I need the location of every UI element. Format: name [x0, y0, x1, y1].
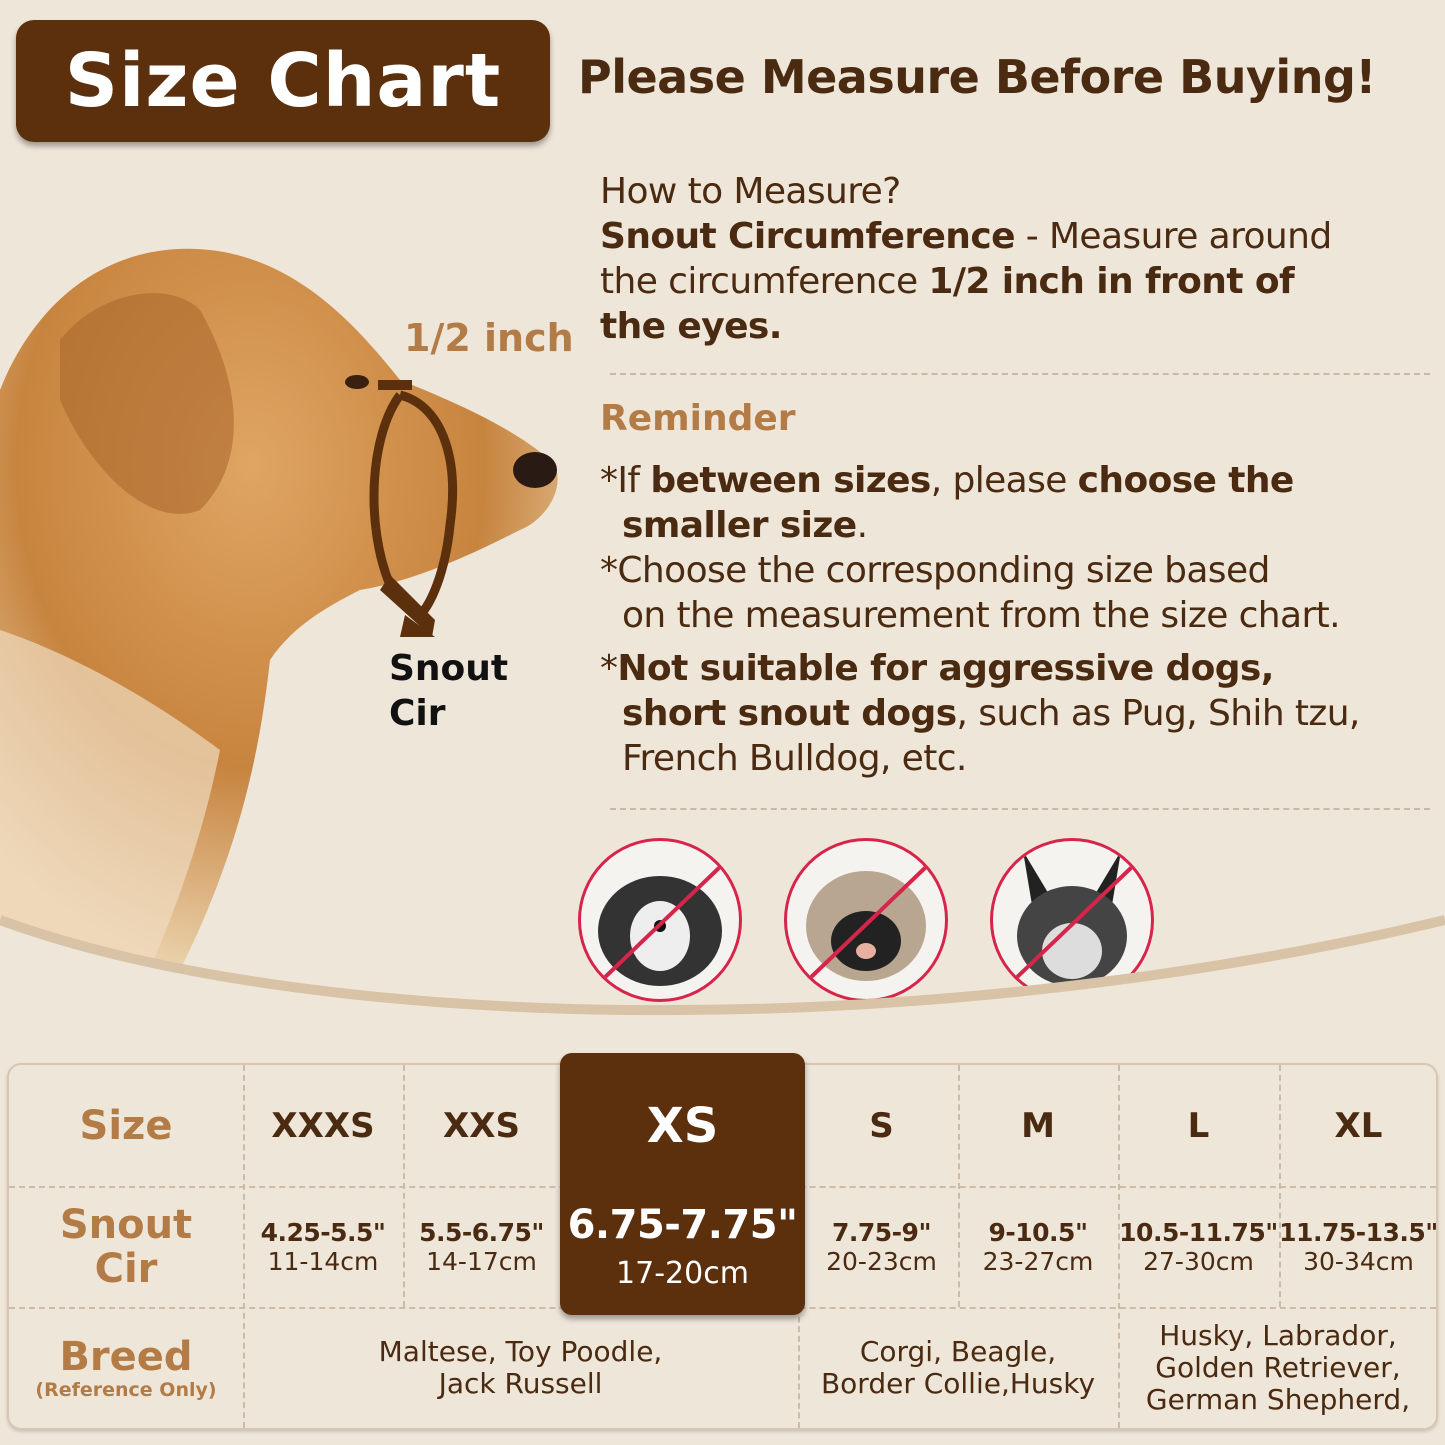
snout-cm: 11-14cm — [267, 1246, 379, 1276]
divider — [610, 808, 1430, 810]
measure-text: - Measure around — [1014, 216, 1332, 257]
breed-line: Golden Retriever, — [1155, 1350, 1401, 1384]
snout-cell-xxxs: 4.25-5.5" 11-14cm — [243, 1186, 403, 1307]
measure-emphasis: 1/2 inch in front of — [928, 261, 1295, 302]
emphasis: short snout dogs — [622, 693, 957, 734]
breed-line: Border Collie,Husky — [820, 1366, 1096, 1400]
snout-cm: 17-20cm — [616, 1256, 749, 1291]
snout-circumference-term: Snout Circumference — [600, 216, 1015, 257]
divider — [610, 373, 1430, 375]
shih-tzu-prohibited-icon — [578, 838, 742, 1002]
col-divider — [243, 1065, 245, 1428]
snout-cell-xxs: 5.5-6.75" 14-17cm — [403, 1186, 560, 1307]
text: , please — [930, 460, 1078, 501]
how-to-measure: How to Measure? Snout Circumference - Me… — [600, 169, 1332, 349]
snout-inches: 9-10.5" — [988, 1217, 1088, 1247]
snout-inches: 11.75-13.5" — [1279, 1217, 1438, 1247]
row-header-breed: Breed (Reference Only) — [9, 1307, 243, 1428]
snout-cell-xl: 11.75-13.5" 30-34cm — [1279, 1186, 1438, 1307]
measure-emphasis: the eyes. — [600, 306, 782, 347]
text: . — [856, 505, 868, 546]
snout-circumference-arrow — [369, 380, 458, 637]
text: *If — [600, 460, 651, 501]
french-bulldog-prohibited-icon — [990, 838, 1154, 1002]
size-header-xl: XL — [1334, 1105, 1383, 1146]
snout-cell-l: 10.5-11.75" 27-30cm — [1118, 1186, 1279, 1307]
decorative-wave — [0, 915, 1445, 1050]
breed-line: Maltese, Toy Poodle, — [378, 1334, 663, 1368]
col-divider — [403, 1065, 405, 1307]
breed-cell: Corgi, Beagle, Border Collie,Husky — [798, 1307, 1118, 1428]
col-divider — [1118, 1065, 1120, 1428]
breed-note: (Reference Only) — [35, 1378, 217, 1401]
breed-cell: Husky, Labrador, Golden Retriever, Germa… — [1118, 1307, 1438, 1428]
snout-label-line2: Cir — [389, 693, 446, 734]
snout-inches: 10.5-11.75" — [1119, 1217, 1278, 1247]
size-header-l: L — [1187, 1105, 1210, 1146]
measure-text: the circumference — [600, 261, 929, 302]
reminder-item-cont: on the measurement from the size chart. — [622, 595, 1341, 636]
size-header-xxxs: XXXS — [271, 1105, 375, 1146]
emphasis: choose the — [1077, 460, 1295, 501]
breed-cell: Maltese, Toy Poodle, Jack Russell — [243, 1307, 798, 1428]
emphasis: between sizes — [650, 460, 931, 501]
text: * — [600, 648, 618, 689]
size-header-m: M — [1021, 1105, 1055, 1146]
row-header-snout: Snout Cir — [9, 1186, 243, 1307]
col-divider — [958, 1065, 960, 1307]
text: , such as Pug, Shih tzu, — [956, 693, 1361, 734]
snout-inches: 7.75-9" — [832, 1217, 931, 1247]
col-divider — [798, 1307, 800, 1428]
breed-line: Corgi, Beagle, — [859, 1334, 1057, 1368]
snout-label-line1: Snout — [389, 648, 509, 689]
snout-header-line2: Cir — [94, 1245, 158, 1292]
snout-header-line1: Snout — [59, 1201, 193, 1248]
size-header-xxs: XXS — [443, 1105, 520, 1146]
half-inch-label: 1/2 inch — [404, 316, 574, 360]
snout-cell-xs: 6.75-7.75" 17-20cm — [560, 1186, 805, 1307]
breed-line: German Shepherd, — [1145, 1382, 1411, 1416]
snout-cir-label: Snout Cir — [389, 646, 508, 736]
row-header-size: Size — [79, 1102, 173, 1149]
golden-retriever-illustration — [0, 248, 558, 970]
snout-cell-m: 9-10.5" 23-27cm — [958, 1186, 1118, 1307]
headline: Please Measure Before Buying! — [578, 50, 1376, 104]
snout-inches: 5.5-6.75" — [419, 1217, 544, 1247]
reminder-item: *Choose the corresponding size based — [600, 550, 1270, 591]
snout-cm: 20-23cm — [826, 1246, 937, 1276]
breed-header: Breed — [59, 1333, 193, 1380]
snout-cm: 14-17cm — [426, 1246, 537, 1276]
snout-inches: 6.75-7.75" — [567, 1202, 798, 1248]
snout-cell-s: 7.75-9" 20-23cm — [805, 1186, 958, 1307]
text: French Bulldog, etc. — [622, 738, 967, 779]
snout-cm: 30-34cm — [1303, 1246, 1414, 1276]
size-chart-title: Size Chart — [16, 20, 550, 142]
size-header-xs: XS — [646, 1097, 719, 1154]
snout-cm: 23-27cm — [982, 1246, 1094, 1276]
how-to-measure-question: How to Measure? — [600, 171, 901, 212]
highlighted-size-column — [560, 1053, 805, 1315]
size-header-s: S — [869, 1105, 894, 1146]
emphasis: smaller size — [622, 505, 857, 546]
snout-inches: 4.25-5.5" — [260, 1217, 386, 1247]
reminder-list: *If between sizes, please choose the sma… — [600, 458, 1360, 781]
breed-line: Jack Russell — [438, 1366, 603, 1400]
col-divider — [1279, 1065, 1281, 1307]
breed-line: Husky, Labrador, — [1159, 1318, 1397, 1352]
snout-cm: 27-30cm — [1143, 1246, 1254, 1276]
reminder-heading: Reminder — [600, 398, 796, 439]
emphasis: Not suitable for aggressive dogs, — [617, 648, 1274, 689]
